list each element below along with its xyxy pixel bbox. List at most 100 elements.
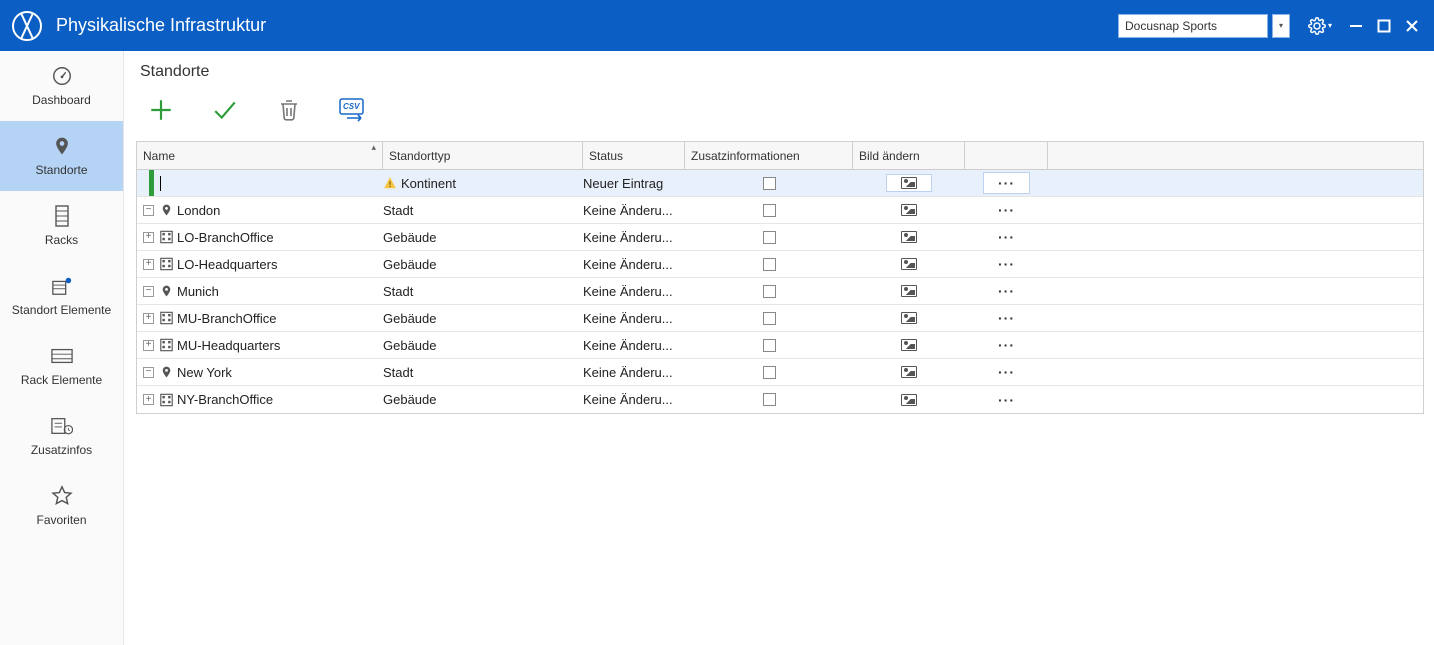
table-row[interactable]: −MunichStadtKeine Änderu...··· bbox=[137, 278, 1423, 305]
row-actions-button[interactable]: ··· bbox=[983, 361, 1030, 383]
table-new-row[interactable]: Kontinent Neuer Eintrag ··· bbox=[137, 170, 1423, 197]
tree-expander[interactable]: + bbox=[143, 313, 154, 324]
tree-expander[interactable]: + bbox=[143, 340, 154, 351]
tenant-select[interactable]: Docusnap Sports bbox=[1118, 14, 1268, 38]
image-icon bbox=[901, 231, 917, 243]
column-header-info[interactable]: Zusatzinformationen bbox=[685, 142, 853, 169]
info-checkbox[interactable] bbox=[763, 204, 776, 217]
row-name: NY-BranchOffice bbox=[177, 392, 273, 407]
row-actions-button[interactable]: ··· bbox=[983, 389, 1030, 411]
row-actions-button[interactable]: ··· bbox=[983, 226, 1030, 248]
row-type: Stadt bbox=[383, 203, 413, 218]
info-checkbox[interactable] bbox=[763, 231, 776, 244]
building-icon bbox=[160, 257, 173, 271]
row-name: MU-Headquarters bbox=[177, 338, 280, 353]
check-icon bbox=[211, 97, 239, 123]
tree-expander[interactable]: + bbox=[143, 232, 154, 243]
tenant-select-caret[interactable]: ▾ bbox=[1272, 14, 1290, 38]
info-checkbox[interactable] bbox=[763, 312, 776, 325]
building-icon bbox=[160, 338, 173, 352]
delete-button[interactable] bbox=[274, 95, 304, 125]
trash-icon bbox=[277, 97, 301, 123]
column-header-image[interactable]: Bild ändern bbox=[853, 142, 965, 169]
change-image-button[interactable] bbox=[886, 336, 932, 354]
change-image-button[interactable] bbox=[886, 363, 932, 381]
sidebar-item-dashboard[interactable]: Dashboard bbox=[0, 51, 123, 121]
info-checkbox[interactable] bbox=[763, 366, 776, 379]
sidebar-item-zusatzinfos[interactable]: Zusatzinfos bbox=[0, 401, 123, 471]
row-name: LO-Headquarters bbox=[177, 257, 277, 272]
row-actions-button[interactable]: ··· bbox=[983, 334, 1030, 356]
row-status: Keine Änderu... bbox=[583, 365, 673, 380]
table-row[interactable]: +MU-HeadquartersGebäudeKeine Änderu...··… bbox=[137, 332, 1423, 359]
export-csv-button[interactable]: CSV bbox=[338, 95, 368, 125]
column-header-rest bbox=[1048, 142, 1423, 169]
row-actions-button[interactable]: ··· bbox=[983, 307, 1030, 329]
table-row[interactable]: −New YorkStadtKeine Änderu...··· bbox=[137, 359, 1423, 386]
row-status: Keine Änderu... bbox=[583, 338, 673, 353]
row-actions-button[interactable]: ··· bbox=[983, 172, 1030, 194]
sidebar-item-standort-elemente[interactable]: Standort Elemente bbox=[0, 261, 123, 331]
row-actions-button[interactable]: ··· bbox=[983, 253, 1030, 275]
sidebar-item-label: Favoriten bbox=[36, 513, 86, 527]
app-logo-icon bbox=[12, 11, 42, 41]
tree-expander[interactable]: + bbox=[143, 394, 154, 405]
rack-icon bbox=[51, 205, 73, 227]
row-type: Gebäude bbox=[383, 230, 437, 245]
ellipsis-icon: ··· bbox=[998, 229, 1015, 245]
close-button[interactable] bbox=[1398, 12, 1426, 40]
tree-expander[interactable]: − bbox=[143, 205, 154, 216]
sidebar-item-favoriten[interactable]: Favoriten bbox=[0, 471, 123, 541]
table-row[interactable]: +LO-BranchOfficeGebäudeKeine Änderu...··… bbox=[137, 224, 1423, 251]
table-row[interactable]: +LO-HeadquartersGebäudeKeine Änderu...··… bbox=[137, 251, 1423, 278]
column-header-actions[interactable] bbox=[965, 142, 1048, 169]
table-row[interactable]: −LondonStadtKeine Änderu...··· bbox=[137, 197, 1423, 224]
sidebar-item-label: Dashboard bbox=[32, 93, 91, 107]
row-status: Keine Änderu... bbox=[583, 392, 673, 407]
change-image-button[interactable] bbox=[886, 309, 932, 327]
sidebar-item-rack-elemente[interactable]: Rack Elemente bbox=[0, 331, 123, 401]
add-button[interactable] bbox=[146, 95, 176, 125]
info-checkbox[interactable] bbox=[763, 177, 776, 190]
change-image-button[interactable] bbox=[886, 282, 932, 300]
sidebar-item-label: Standorte bbox=[35, 163, 87, 177]
minimize-button[interactable] bbox=[1342, 12, 1370, 40]
ellipsis-icon: ··· bbox=[998, 175, 1015, 191]
info-checkbox[interactable] bbox=[763, 393, 776, 406]
table-row[interactable]: +NY-BranchOfficeGebäudeKeine Änderu...··… bbox=[137, 386, 1423, 413]
star-icon bbox=[51, 485, 73, 507]
svg-text:CSV: CSV bbox=[343, 102, 360, 111]
new-row-type: Kontinent bbox=[401, 176, 456, 191]
row-type: Stadt bbox=[383, 284, 413, 299]
change-image-button[interactable] bbox=[886, 174, 932, 192]
building-icon bbox=[160, 230, 173, 244]
maximize-button[interactable] bbox=[1370, 12, 1398, 40]
toolbar: CSV bbox=[146, 95, 1424, 125]
sidebar-item-racks[interactable]: Racks bbox=[0, 191, 123, 261]
column-header-type[interactable]: Standorttyp bbox=[383, 142, 583, 169]
row-type: Gebäude bbox=[383, 257, 437, 272]
change-image-button[interactable] bbox=[886, 228, 932, 246]
row-actions-button[interactable]: ··· bbox=[983, 199, 1030, 221]
row-actions-button[interactable]: ··· bbox=[983, 280, 1030, 302]
table-row[interactable]: +MU-BranchOfficeGebäudeKeine Änderu...··… bbox=[137, 305, 1423, 332]
tree-expander[interactable]: − bbox=[143, 286, 154, 297]
column-header-status[interactable]: Status bbox=[583, 142, 685, 169]
tree-expander[interactable]: − bbox=[143, 367, 154, 378]
column-header-name[interactable]: Name bbox=[137, 142, 383, 169]
image-icon bbox=[901, 312, 917, 324]
change-image-button[interactable] bbox=[886, 255, 932, 273]
info-checkbox[interactable] bbox=[763, 285, 776, 298]
image-icon bbox=[901, 366, 917, 378]
settings-button[interactable]: ▾ bbox=[1302, 12, 1338, 40]
building-icon bbox=[160, 311, 173, 325]
change-image-button[interactable] bbox=[886, 201, 932, 219]
sidebar-item-standorte[interactable]: Standorte bbox=[0, 121, 123, 191]
info-clock-icon bbox=[51, 415, 73, 437]
tree-expander[interactable]: + bbox=[143, 259, 154, 270]
confirm-button[interactable] bbox=[210, 95, 240, 125]
row-status: Keine Änderu... bbox=[583, 311, 673, 326]
info-checkbox[interactable] bbox=[763, 258, 776, 271]
info-checkbox[interactable] bbox=[763, 339, 776, 352]
change-image-button[interactable] bbox=[886, 391, 932, 409]
